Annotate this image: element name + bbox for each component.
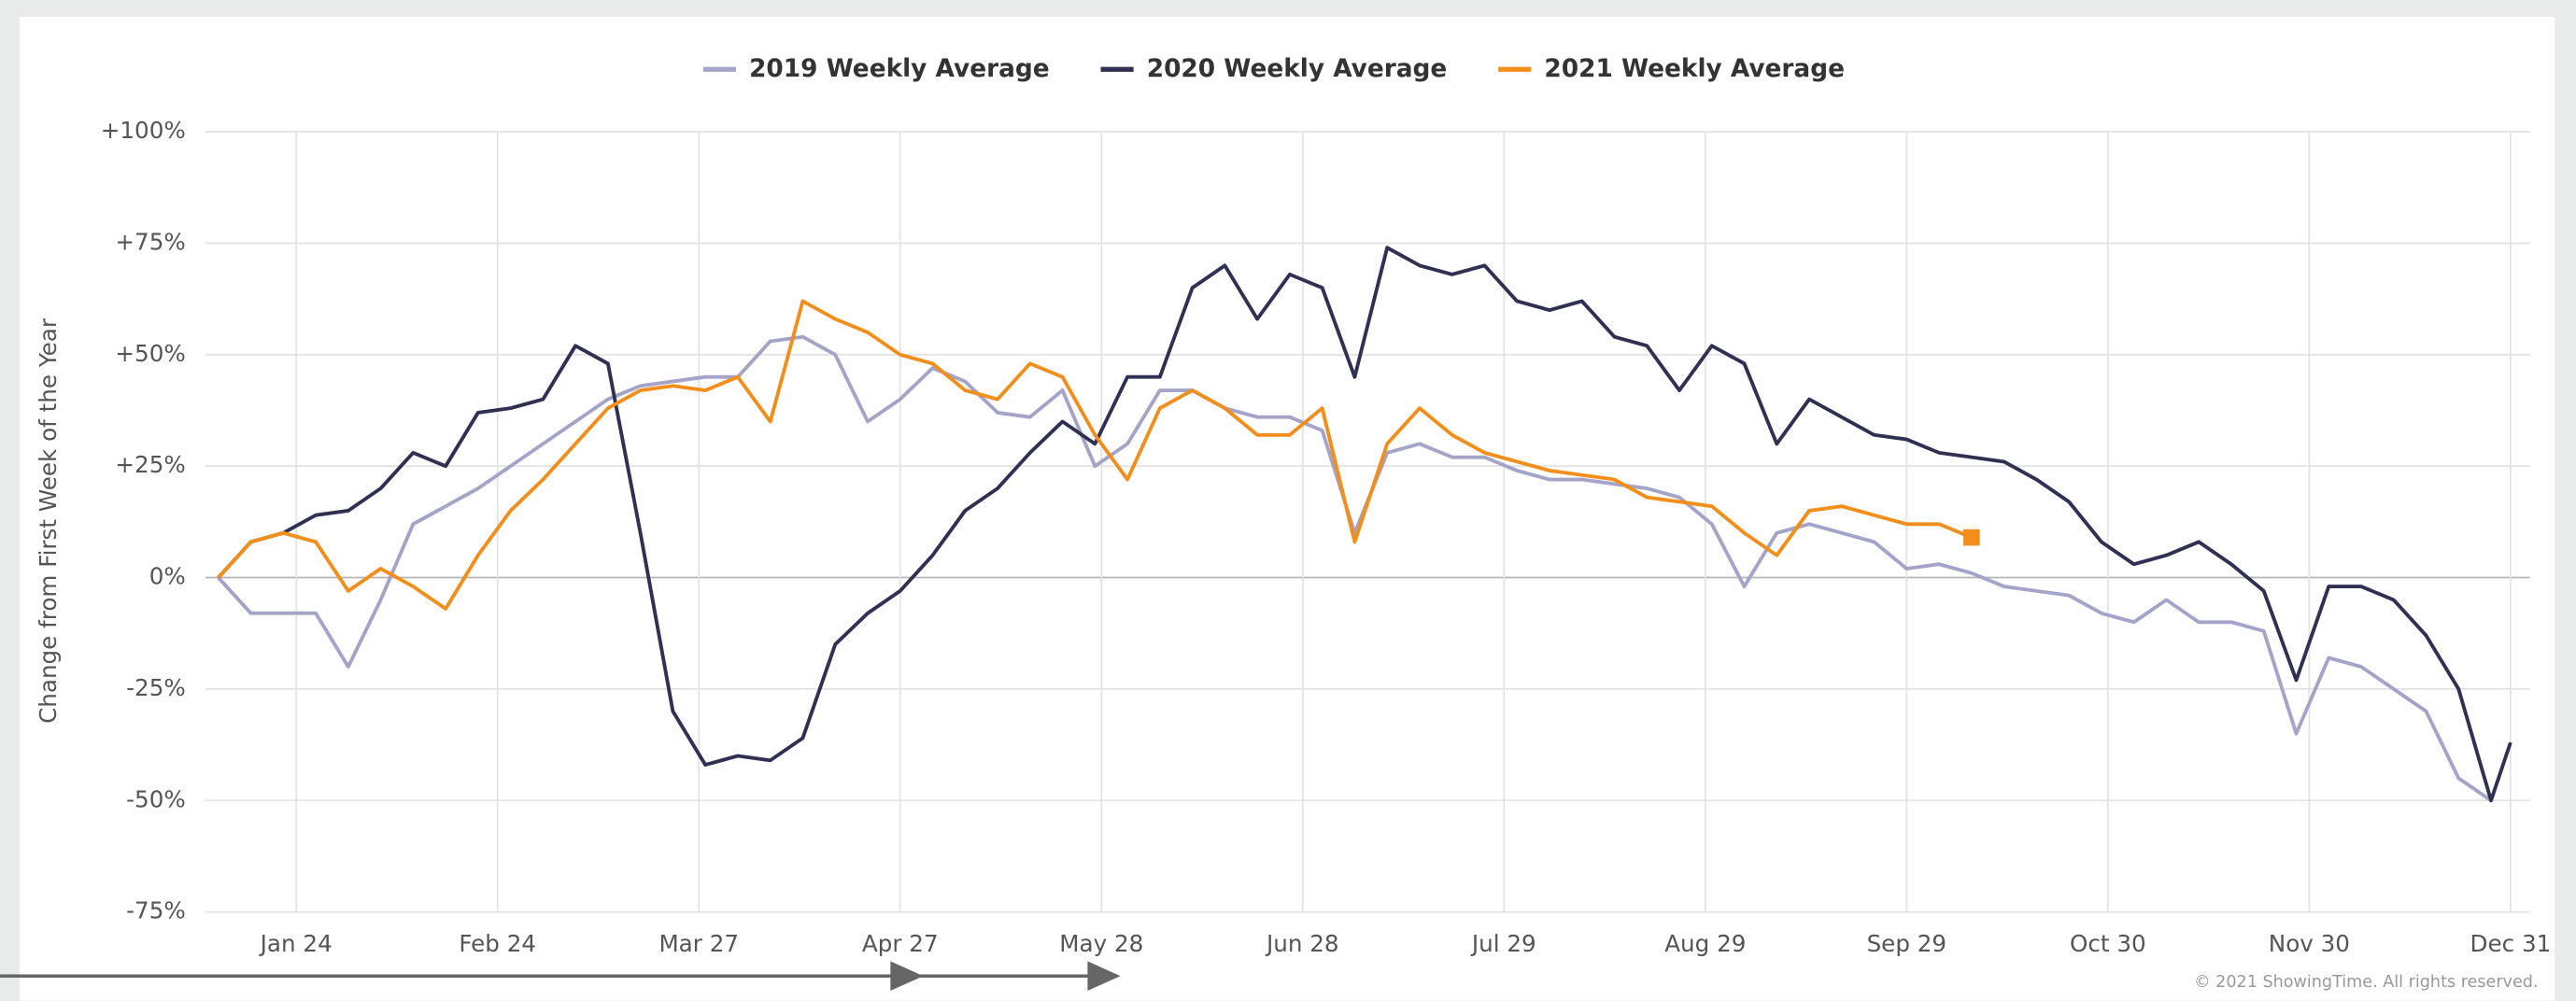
legend-label: 2021 Weekly Average [1544, 55, 1845, 83]
series-line [217, 246, 2512, 803]
series-line [217, 334, 2493, 802]
x-tick-label: Sep 29 [1867, 930, 1947, 957]
nav-arrows [0, 961, 1121, 992]
x-tick-label: Jan 24 [259, 930, 333, 957]
y-tick-label: +25% [115, 451, 185, 478]
y-tick-label: +50% [115, 340, 185, 367]
x-tick-label: Aug 29 [1664, 930, 1746, 957]
credit: © 2021 ShowingTime. All rights reserved. [2194, 973, 2539, 992]
y-tick-label: +75% [115, 228, 185, 255]
x-tick-label: Apr 27 [862, 930, 939, 957]
end-marker [1963, 529, 1980, 546]
x-tick-label: Feb 24 [459, 930, 536, 957]
y-tick-label: -50% [126, 785, 186, 812]
x-tick-label: Jul 29 [1470, 930, 1536, 957]
y-tick-label: 0% [149, 563, 186, 590]
x-tick-label: Nov 30 [2269, 930, 2350, 957]
y-tick-label: -25% [126, 674, 186, 701]
y-axis-label: Change from First Week of the Year [35, 317, 62, 724]
y-tick-label: -75% [126, 897, 186, 924]
x-tick-label: Dec 31 [2470, 930, 2552, 957]
x-tick-label: Mar 27 [658, 930, 739, 957]
x-tick-label: Oct 30 [2070, 930, 2146, 957]
legend-label: 2020 Weekly Average [1147, 55, 1448, 83]
x-tick-label: Jun 28 [1265, 930, 1339, 957]
chart-panel [20, 16, 2555, 1001]
legend-label: 2019 Weekly Average [749, 55, 1050, 83]
y-tick-label: +100% [101, 117, 186, 144]
x-tick-label: May 28 [1059, 930, 1143, 957]
series-line [217, 299, 1973, 611]
